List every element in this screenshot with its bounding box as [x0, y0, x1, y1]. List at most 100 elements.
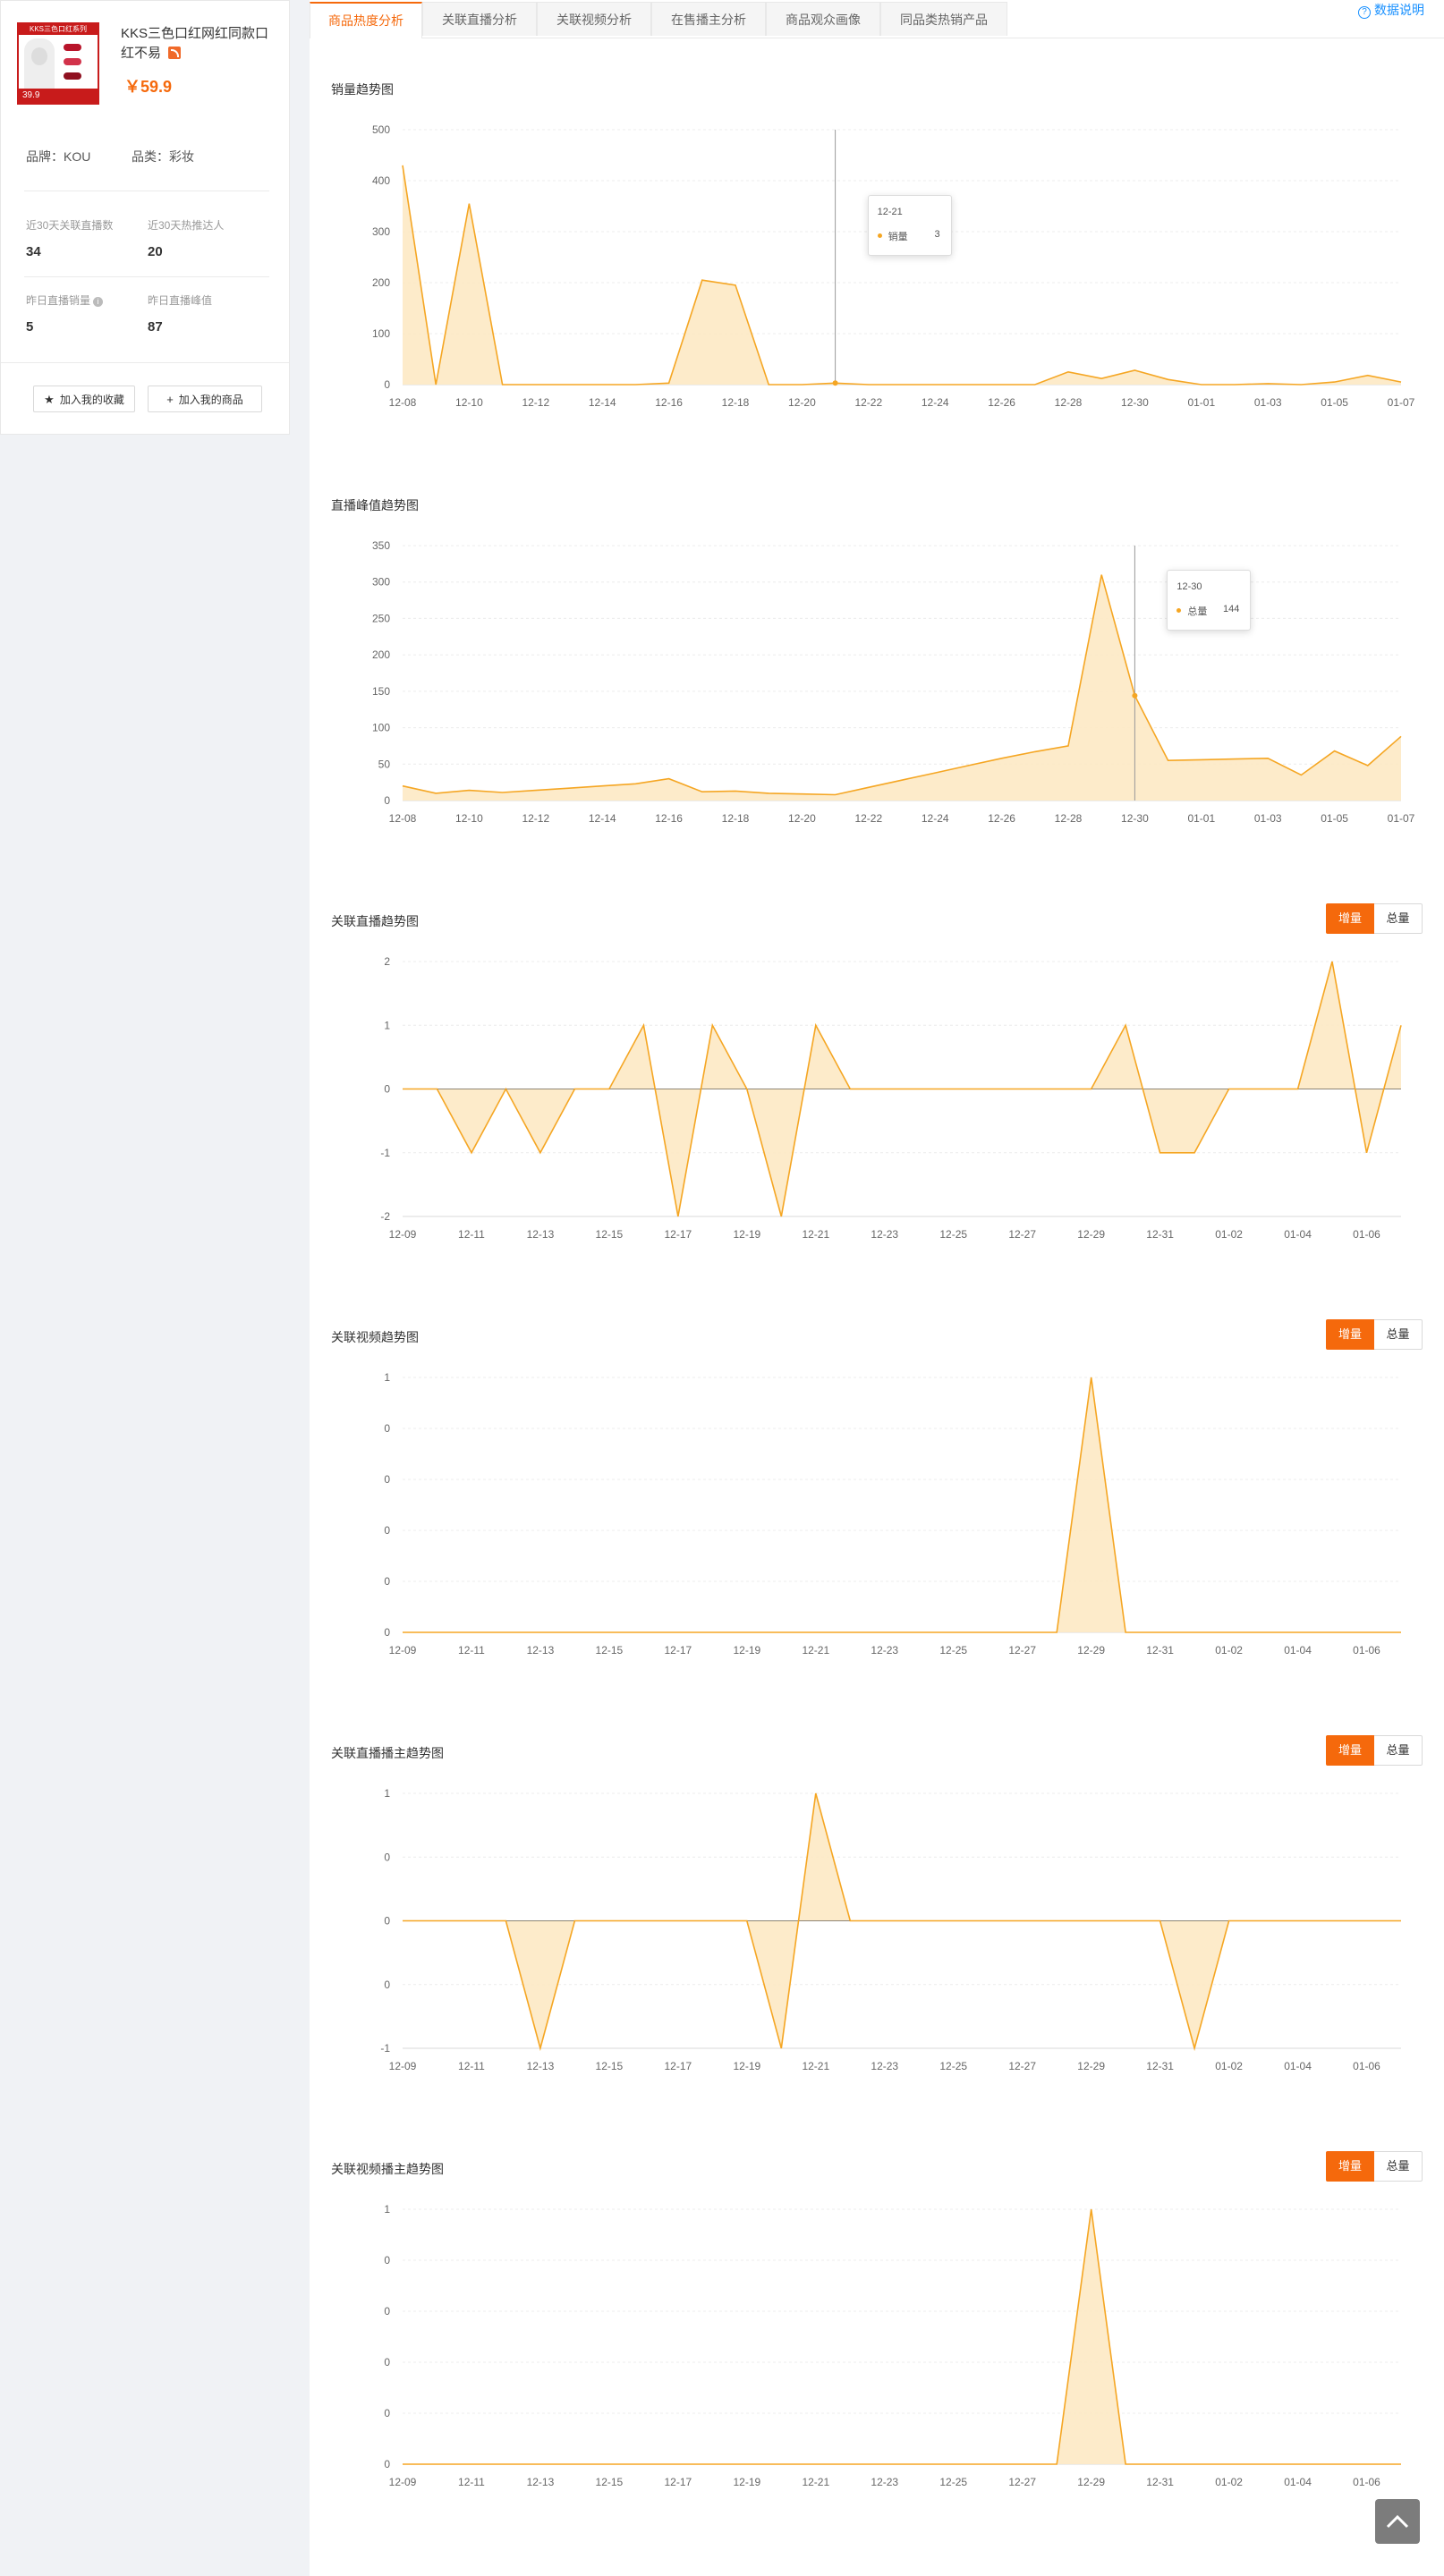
- x-tick-label: 01-04: [1284, 1644, 1312, 1657]
- x-tick-label: 12-15: [596, 2476, 624, 2488]
- y-tick-label: 400: [372, 174, 390, 187]
- x-tick-label: 12-13: [527, 2476, 555, 2488]
- tooltip-date: 12-21: [877, 207, 903, 217]
- y-tick-label: 2: [384, 955, 390, 968]
- x-tick-label: 12-29: [1077, 1644, 1105, 1657]
- increment-toggle-button[interactable]: 增量: [1326, 903, 1374, 934]
- chart-title: 直播峰值趋势图: [331, 498, 419, 513]
- x-tick-label: 12-23: [871, 2060, 898, 2072]
- tab-live-analysis[interactable]: 关联直播分析: [422, 2, 537, 36]
- y-tick-label: 0: [384, 378, 390, 391]
- x-tick-label: 12-10: [455, 812, 483, 825]
- x-tick-label: 12-25: [939, 2060, 967, 2072]
- tab-video-analysis[interactable]: 关联视频分析: [537, 2, 651, 36]
- y-tick-label: 200: [372, 276, 390, 289]
- tooltip-value: 144: [1223, 604, 1240, 614]
- chart-title: 关联直播播主趋势图: [331, 1746, 444, 1760]
- y-tick-label: 0: [384, 2356, 390, 2368]
- star-icon: ★: [44, 393, 55, 406]
- thumbnail-model-image: [24, 38, 55, 92]
- x-tick-label: 01-06: [1353, 2060, 1380, 2072]
- chart-canvas[interactable]: 0 50 100 150 200 250 300 350 12-08 12-10 12-12 12-1…: [310, 475, 1444, 891]
- product-name-block[interactable]: KKS三色口红网红同款口红不易: [121, 24, 278, 64]
- chart-canvas[interactable]: -1 0 0 0 1 12-09 12-11 12-13 12-15 12-17 12-19 12-2…: [310, 1723, 1444, 2139]
- chart-canvas[interactable]: 0 0 0 0 0 1 12-09 12-11 12-13 12-15 12-17 12-19 12-2…: [310, 2139, 1444, 2555]
- chart-section: 直播峰值趋势图 0 50 100 150 200 250 300 350 12-08 12-10 12…: [310, 475, 1444, 891]
- y-tick-label: 300: [372, 225, 390, 238]
- plus-icon: +: [166, 393, 174, 406]
- tab-audience-profile[interactable]: 商品观众画像: [766, 2, 880, 36]
- brand-label: 品牌：: [26, 149, 64, 164]
- y-tick-label: 200: [372, 648, 390, 661]
- thumbnail-banner: KKS三色口红系列: [19, 24, 98, 35]
- series-line: [403, 1792, 1401, 2052]
- brand-info: 品牌：KOU: [26, 148, 90, 165]
- x-tick-label: 12-09: [389, 1644, 417, 1657]
- tooltip-series-dot: [877, 233, 882, 238]
- stat-label-text: 昨日直播销量: [26, 294, 91, 307]
- data-help-label: 数据说明: [1374, 3, 1424, 17]
- y-tick-label: 500: [372, 123, 390, 136]
- increment-toggle-button[interactable]: 增量: [1326, 2151, 1374, 2182]
- x-tick-label: 12-19: [733, 2060, 760, 2072]
- y-tick-label: 0: [384, 1851, 390, 1863]
- x-tick-label: 12-19: [733, 2476, 760, 2488]
- lipstick-swatch: [64, 72, 81, 80]
- series-line: [402, 165, 1402, 386]
- x-tick-label: 12-18: [722, 396, 750, 409]
- y-tick-label: 0: [384, 2254, 390, 2267]
- tooltip-series-name: 总量: [1187, 606, 1208, 617]
- total-toggle-button[interactable]: 总量: [1374, 1735, 1423, 1766]
- y-tick-label: 1: [384, 2203, 390, 2216]
- x-tick-label: 12-11: [458, 2060, 485, 2072]
- back-to-top-button[interactable]: [1375, 2499, 1420, 2544]
- y-tick-label: 0: [384, 1422, 390, 1435]
- chart-canvas[interactable]: 0 100 200 300 400 500 12-08 12-10 12-12 12-14 12-1…: [310, 59, 1444, 475]
- total-toggle-button[interactable]: 总量: [1374, 1319, 1423, 1350]
- product-thumbnail[interactable]: KKS三色口红系列 39.9: [17, 22, 99, 105]
- add-product-button[interactable]: + 加入我的商品: [148, 386, 262, 412]
- divider: [24, 276, 269, 277]
- y-tick-label: -1: [380, 1147, 390, 1159]
- x-tick-label: 12-17: [665, 2060, 692, 2072]
- mode-toggle: 增量 总量: [1326, 2151, 1423, 2182]
- x-tick-label: 01-05: [1321, 812, 1348, 825]
- product-card: KKS三色口红系列 39.9 KKS三色口红网红同款口红不易 ￥59.9 品牌：…: [0, 0, 290, 435]
- chart-section: 关联视频趋势图 增量 总量 0 0 0 0 0 1 12-09 12-11 12-13 12-15 12-…: [310, 1307, 1444, 1723]
- chart-canvas[interactable]: 0 0 0 0 0 1 12-09 12-11 12-13 12-15 12-17 12-19 12-2…: [310, 1307, 1444, 1723]
- x-tick-label: 12-09: [389, 2060, 417, 2072]
- x-tick-label: 12-11: [458, 2476, 485, 2488]
- product-name[interactable]: KKS三色口红网红同款口红不易: [121, 26, 269, 61]
- x-tick-label: 12-27: [1008, 2060, 1036, 2072]
- series-area: [403, 1377, 1401, 1632]
- tab-similar-products[interactable]: 同品类热销产品: [880, 2, 1007, 36]
- x-tick-label: 12-24: [922, 812, 949, 825]
- stat-value-yesterday-sales: 5: [26, 319, 34, 335]
- chart-canvas[interactable]: -2 -1 0 1 2 12-09 12-11 12-13 12-15 12-17 12-19 12-…: [310, 891, 1444, 1307]
- tab-seller-analysis[interactable]: 在售播主分析: [651, 2, 766, 36]
- stat-value-yesterday-peak: 87: [148, 319, 163, 335]
- chart-title: 关联视频播主趋势图: [331, 2162, 444, 2176]
- mode-toggle: 增量 总量: [1326, 1735, 1423, 1766]
- y-tick-label: 0: [384, 1979, 390, 1991]
- info-icon[interactable]: i: [93, 297, 104, 307]
- y-tick-label: 0: [384, 1626, 390, 1639]
- thumbnail-price: 39.9: [19, 89, 98, 103]
- total-toggle-button[interactable]: 总量: [1374, 2151, 1423, 2182]
- arrow-up-icon: [1386, 2514, 1409, 2529]
- increment-toggle-button[interactable]: 增量: [1326, 1319, 1374, 1350]
- data-help-link[interactable]: ? 数据说明: [1358, 0, 1424, 20]
- x-tick-label: 12-17: [665, 2476, 692, 2488]
- tab-heat-analysis[interactable]: 商品热度分析: [310, 2, 422, 38]
- x-tick-label: 01-04: [1284, 2060, 1312, 2072]
- chart-section: 关联直播播主趋势图 增量 总量 -1 0 0 0 1 12-09 12-11 12-13 12-15 1…: [310, 1723, 1444, 2139]
- lipstick-swatch: [64, 44, 81, 51]
- x-tick-label: 12-22: [854, 396, 882, 409]
- rss-icon[interactable]: [168, 47, 182, 59]
- y-tick-label: 50: [378, 758, 391, 770]
- x-tick-label: 12-17: [665, 1228, 692, 1241]
- increment-toggle-button[interactable]: 增量: [1326, 1735, 1374, 1766]
- total-toggle-button[interactable]: 总量: [1374, 903, 1423, 934]
- add-favorite-button[interactable]: ★ 加入我的收藏: [33, 386, 135, 412]
- chart-section: 关联视频播主趋势图 增量 总量 0 0 0 0 0 1 12-09 12-11 12-13 12-15 1…: [310, 2139, 1444, 2555]
